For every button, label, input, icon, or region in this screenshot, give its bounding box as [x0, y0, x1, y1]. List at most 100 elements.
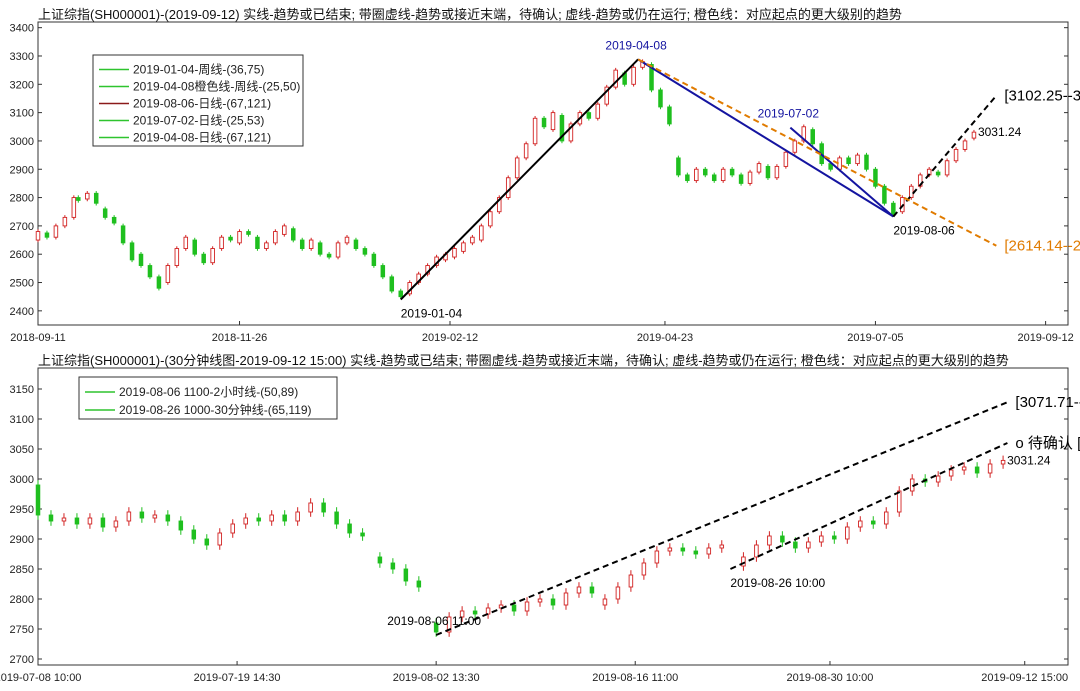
candle-body — [192, 239, 197, 255]
candle-body — [871, 520, 876, 525]
y-tick-label: 2800 — [10, 594, 34, 606]
candle-body — [576, 586, 582, 594]
candle-body — [48, 514, 54, 522]
candle-body — [282, 225, 287, 235]
candle-body — [891, 202, 896, 216]
candle-body — [845, 526, 850, 540]
candle-body — [398, 290, 403, 298]
candle-body — [793, 541, 798, 549]
candle-body — [628, 574, 634, 588]
candle-body — [273, 231, 278, 244]
candle-body — [35, 231, 41, 241]
x-tick-label: 2019-08-30 10:00 — [787, 672, 874, 684]
candle-body — [711, 174, 717, 182]
legend-box — [78, 376, 338, 420]
candle-body — [335, 242, 341, 258]
candle-body — [299, 239, 305, 249]
annotation-label: 2019-08-06 — [893, 224, 955, 238]
candle-body — [654, 550, 660, 564]
candle-body — [217, 532, 223, 546]
x-tick-label: 2019-09-12 — [1017, 332, 1073, 344]
candle-body — [602, 598, 608, 606]
y-tick-label: 2600 — [10, 249, 34, 261]
candle-body — [756, 163, 762, 173]
candle-body — [44, 232, 50, 238]
annotation-label: o 待确认 [3056.1--3070.11] — [1015, 435, 1080, 452]
y-tick-label: 3150 — [10, 384, 34, 396]
candle-body — [35, 484, 41, 516]
candle-body — [102, 208, 108, 218]
candle-body — [246, 231, 251, 235]
candle-body — [71, 197, 77, 218]
candle-body — [93, 192, 99, 204]
candle-body — [806, 541, 811, 549]
candle-body — [896, 490, 902, 513]
trendline — [637, 58, 894, 218]
trendline — [400, 58, 639, 301]
candle-body — [729, 168, 735, 176]
candle-body — [944, 160, 950, 176]
candle-body — [204, 538, 210, 546]
candle-body — [676, 157, 681, 176]
candle-body — [658, 89, 663, 108]
x-tick-label: 2019-07-08 10:00 — [0, 672, 81, 684]
candle-body — [568, 123, 574, 142]
candle-body — [183, 236, 189, 249]
annotation-label: 3031.24 — [978, 125, 1022, 139]
candle-body — [362, 248, 368, 255]
candle-body — [706, 547, 712, 555]
candle-body — [537, 598, 543, 603]
candle-body — [120, 225, 126, 244]
candle-body — [971, 131, 977, 139]
candle-body — [613, 69, 618, 88]
candle-body — [505, 177, 511, 199]
candle-body — [191, 529, 197, 540]
y-tick-label: 3100 — [10, 414, 34, 426]
candle-body — [76, 197, 81, 201]
plot-frame-0 — [37, 21, 1069, 326]
candle-body — [586, 112, 592, 119]
candle-body — [470, 236, 475, 244]
candle-body — [111, 216, 117, 224]
candle-body — [165, 265, 171, 283]
candle-body — [353, 239, 359, 249]
candle-body — [210, 248, 215, 264]
annotation-label: 2019-01-04 — [401, 307, 463, 321]
candle-body — [774, 165, 780, 179]
annotation-label: [2614.14--2662.27] — [1004, 238, 1080, 255]
candle-body — [641, 562, 647, 576]
candle-body — [855, 154, 860, 165]
candle-body — [282, 514, 287, 522]
candle-body — [953, 148, 959, 162]
candle-body — [371, 253, 377, 266]
candle-body — [667, 547, 673, 552]
trendline — [435, 401, 1008, 636]
x-tick-label: 2019-09-12 15:00 — [981, 672, 1068, 684]
candle-body — [230, 523, 235, 534]
candle-body — [589, 586, 595, 594]
candle-body — [754, 544, 759, 558]
candle-body — [767, 535, 772, 546]
y-tick-label: 2500 — [10, 278, 34, 290]
candle-body — [219, 236, 224, 249]
candle-body — [269, 514, 274, 522]
candle-body — [461, 242, 466, 252]
x-tick-label: 2019-08-02 13:30 — [393, 672, 480, 684]
candle-body — [541, 117, 547, 128]
candle-body — [291, 228, 296, 241]
candle-body — [497, 197, 502, 213]
candle-body — [961, 466, 967, 471]
candle-body — [308, 239, 314, 249]
candle-body — [165, 514, 171, 522]
candle-body — [334, 511, 339, 525]
y-tick-label: 2800 — [10, 193, 34, 205]
candle-body — [485, 607, 491, 615]
candle-body — [864, 154, 869, 170]
annotation-label: [3102.25--3164.69] — [1004, 88, 1080, 105]
candle-body — [264, 242, 269, 249]
candle-body — [178, 520, 184, 531]
y-tick-label: 2700 — [10, 654, 34, 666]
candle-body — [948, 469, 954, 477]
candle-body — [129, 242, 135, 261]
